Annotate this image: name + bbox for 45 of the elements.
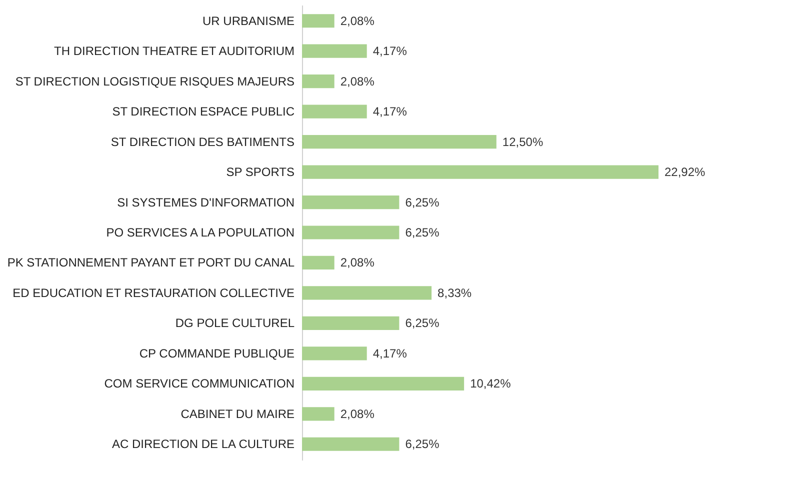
data-label: 10,42% — [470, 376, 512, 391]
bar — [302, 74, 334, 88]
y-tick-label: SI SYSTEMES D'INFORMATION — [117, 195, 294, 210]
bar — [302, 14, 334, 28]
data-label: 12,50% — [502, 134, 544, 149]
data-label: 6,25% — [405, 195, 440, 210]
bar — [302, 376, 464, 390]
bar — [302, 104, 367, 118]
y-tick-label: SP SPORTS — [226, 165, 294, 180]
y-tick-label: ST DIRECTION LOGISTIQUE RISQUES MAJEURS — [15, 74, 294, 88]
data-label: 2,08% — [340, 256, 375, 270]
y-tick-label: PO SERVICES A LA POPULATION — [106, 226, 294, 240]
y-tick-label: UR URBANISME — [202, 14, 294, 28]
bar — [302, 226, 400, 240]
data-label: 2,08% — [340, 406, 375, 421]
y-tick-label: TH DIRECTION THEATRE ET AUDITORIUM — [54, 44, 294, 58]
bar — [302, 44, 367, 58]
data-label: 2,08% — [340, 74, 375, 88]
y-tick-label: AC DIRECTION DE LA CULTURE — [112, 437, 294, 452]
y-tick-label: PK STATIONNEMENT PAYANT ET PORT DU CANAL — [7, 256, 295, 270]
data-label: 6,25% — [405, 316, 440, 330]
bar — [302, 256, 334, 270]
data-label: 22,92% — [664, 165, 706, 180]
data-label: 2,08% — [340, 14, 375, 28]
data-label: 4,17% — [372, 346, 408, 360]
bar — [302, 316, 400, 330]
bar — [302, 286, 432, 300]
bar — [302, 437, 400, 451]
data-label: 6,25% — [405, 437, 440, 452]
data-label: 4,17% — [372, 104, 408, 119]
y-tick-label: ED EDUCATION ET RESTAURATION COLLECTIVE — [12, 286, 294, 300]
data-label: 4,17% — [372, 44, 408, 58]
bar — [302, 407, 334, 421]
y-tick-label: CP COMMANDE PUBLIQUE — [139, 346, 294, 360]
y-tick-label: ST DIRECTION DES BATIMENTS — [110, 134, 294, 149]
y-tick-label: CABINET DU MAIRE — [180, 406, 294, 421]
bar — [302, 135, 496, 149]
data-label: 8,33% — [438, 286, 472, 300]
y-tick-label: ST DIRECTION ESPACE PUBLIC — [112, 104, 295, 119]
bar — [302, 346, 367, 360]
bar — [302, 195, 400, 210]
y-tick-label: COM SERVICE COMMUNICATION — [104, 376, 294, 391]
y-tick-label: DG POLE CULTUREL — [175, 316, 295, 330]
data-label: 6,25% — [405, 226, 440, 240]
bar — [302, 165, 658, 179]
